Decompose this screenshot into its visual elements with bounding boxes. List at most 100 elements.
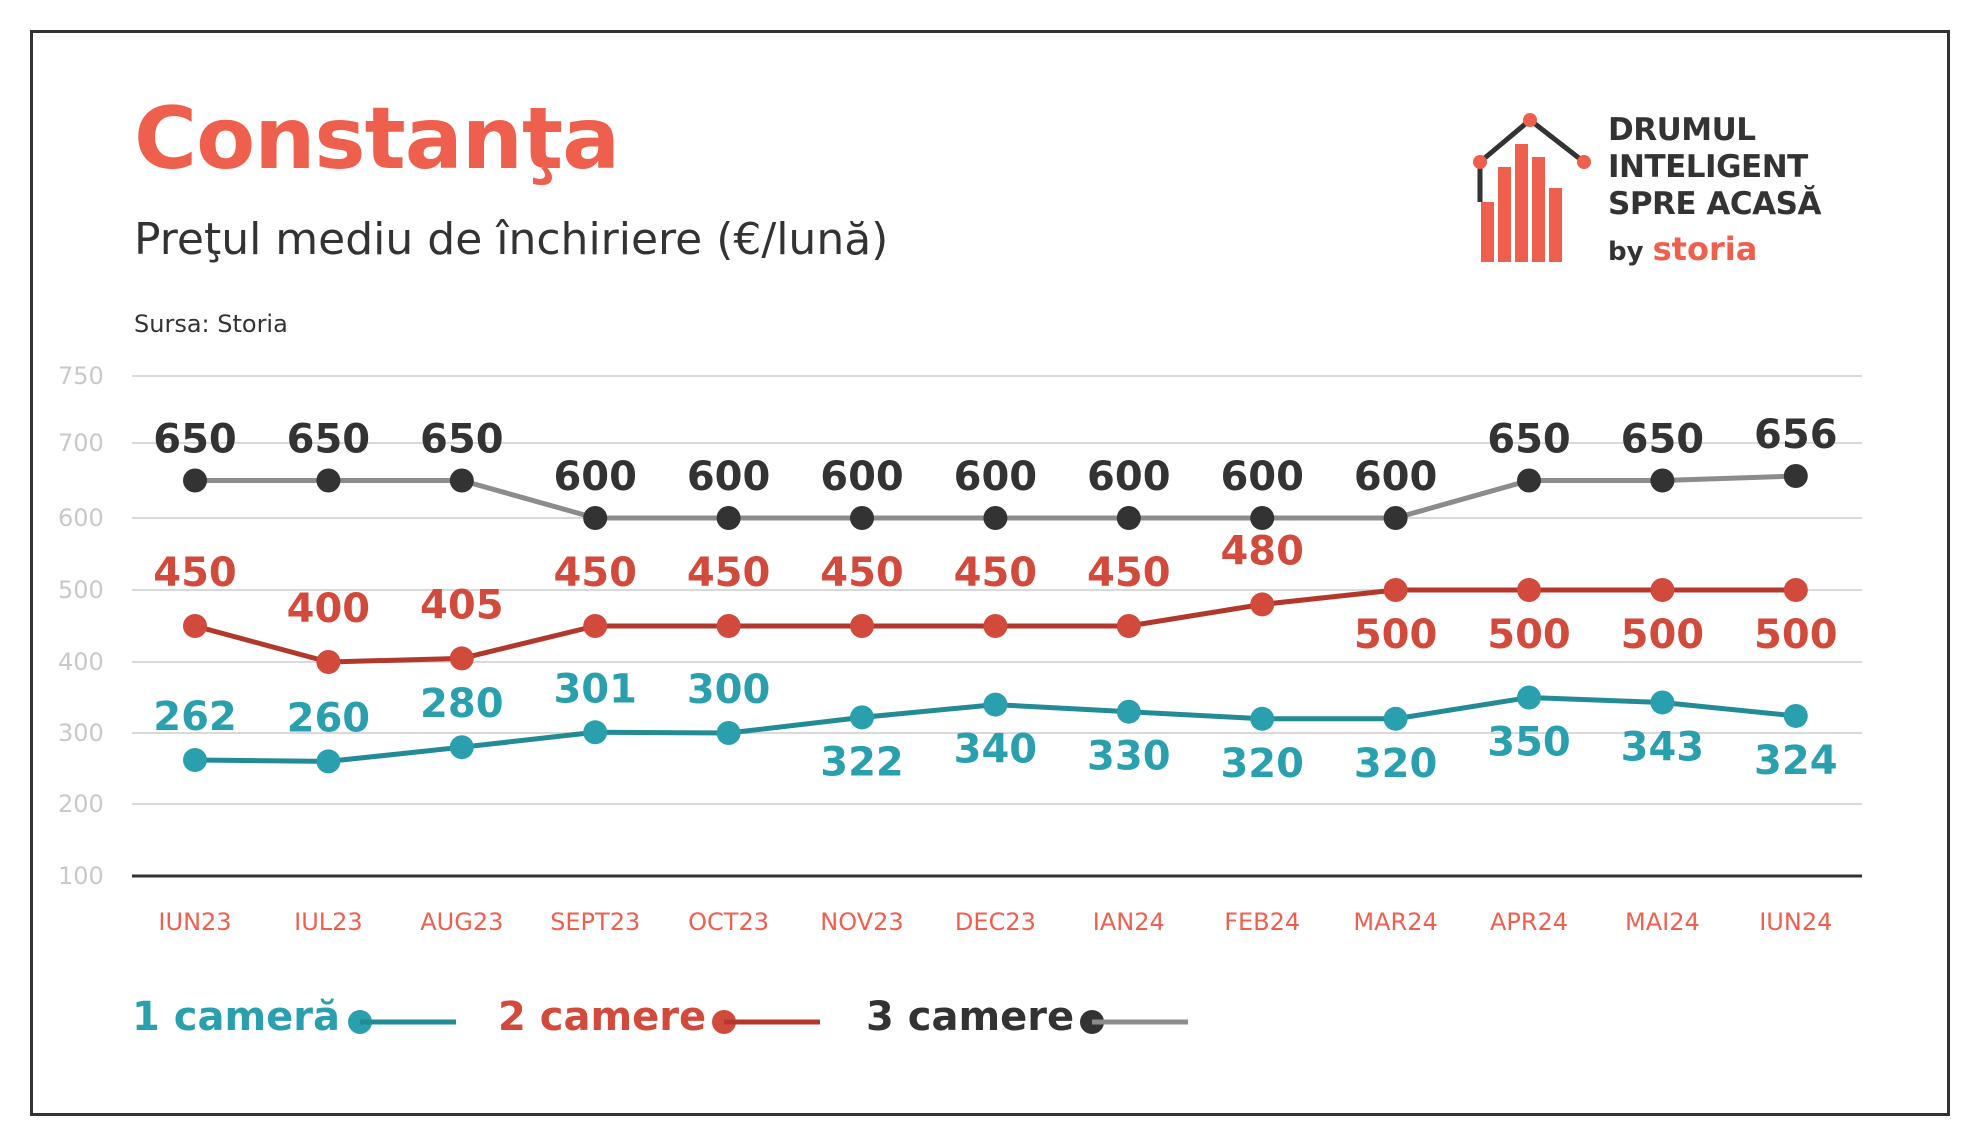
data-label: 500: [1487, 612, 1571, 658]
chart-frame: [30, 30, 1950, 1116]
y-tick-label: 750: [58, 362, 104, 390]
chart-title: Constanţa: [134, 89, 620, 189]
data-label: 324: [1754, 738, 1838, 784]
data-point: [1116, 506, 1141, 530]
y-tick-label: 400: [58, 648, 104, 676]
data-label: 600: [1087, 454, 1171, 500]
data-label: 450: [153, 550, 237, 596]
data-label: 500: [1354, 612, 1438, 658]
data-point: [716, 614, 741, 638]
data-point: [1517, 685, 1541, 710]
data-label: 322: [820, 739, 904, 785]
data-point: [983, 506, 1008, 530]
logo-line-1: DRUMUL: [1608, 112, 1756, 148]
legend-label: 3 camere: [866, 994, 1074, 1040]
logo-by-label: by: [1608, 237, 1644, 267]
x-tick-label: DEC23: [955, 908, 1036, 936]
series-3: 650 650 650 600 600 600 600 600 600 600 650 650 656: [153, 412, 1838, 530]
data-point: [1250, 706, 1275, 731]
chart-legend: 1 cameră 2 camere 3 camere: [132, 994, 1188, 1040]
y-tick-label: 200: [58, 790, 104, 818]
data-label: 450: [1087, 550, 1171, 596]
data-point: [583, 614, 608, 638]
logo-brand: storia: [1652, 230, 1758, 268]
x-tick-label: IUN24: [1759, 908, 1832, 936]
data-label: 400: [287, 586, 371, 632]
x-axis-ticks: IUN23 IUL23 AUG23 SEPT23 OCT23 NOV23 DEC23 IAN2…: [158, 908, 1832, 936]
data-label: 600: [687, 454, 771, 500]
data-label: 450: [820, 550, 904, 596]
logo-by: by storia: [1608, 230, 1757, 268]
data-label: 450: [954, 550, 1038, 596]
data-label: 500: [1754, 612, 1838, 658]
x-tick-label: OCT23: [688, 908, 769, 936]
data-label: 600: [820, 454, 904, 500]
data-label: 350: [1487, 720, 1571, 766]
data-point: [1383, 706, 1408, 731]
x-tick-label: IAN24: [1093, 908, 1165, 936]
y-axis-ticks: 750 700 600 500 400 300 200 100: [58, 362, 104, 890]
logo-icon: [1473, 113, 1591, 262]
logo-line-2: INTELIGENT: [1608, 149, 1808, 185]
x-tick-label: IUL23: [294, 908, 363, 936]
y-tick-label: 700: [58, 429, 104, 457]
data-point: [1783, 578, 1808, 602]
data-label: 262: [153, 694, 237, 740]
data-label: 500: [1621, 612, 1705, 658]
data-label: 600: [1354, 454, 1438, 500]
y-tick-label: 600: [58, 504, 104, 532]
data-label: 260: [287, 695, 371, 741]
data-label: 480: [1220, 528, 1304, 574]
x-tick-label: AUG23: [420, 908, 503, 936]
data-label: 330: [1087, 734, 1171, 780]
data-label: 320: [1220, 741, 1304, 787]
data-point: [1116, 699, 1141, 724]
legend-item-2: 2 camere: [498, 994, 820, 1040]
legend-label: 1 cameră: [132, 994, 340, 1040]
logo-text: DRUMUL INTELIGENT SPRE ACASĂ: [1608, 112, 1821, 223]
data-point: [1383, 578, 1408, 602]
y-tick-label: 500: [58, 576, 104, 604]
data-point: [316, 749, 341, 774]
data-label: 301: [553, 666, 637, 712]
data-label: 600: [954, 454, 1038, 500]
data-label: 650: [1621, 417, 1705, 463]
x-tick-label: IUN23: [158, 908, 231, 936]
data-point: [1650, 578, 1675, 602]
data-point: [983, 692, 1008, 717]
data-label: 450: [687, 550, 771, 596]
legend-item-3: 3 camere: [866, 994, 1188, 1040]
data-point: [183, 747, 207, 772]
x-tick-label: NOV23: [820, 908, 903, 936]
x-tick-label: MAR24: [1353, 908, 1437, 936]
data-point: [983, 614, 1008, 638]
data-point: [1517, 468, 1541, 493]
data-point: [1650, 468, 1675, 493]
series-2: 450 400 405 450 450 450 450 450 480 500 500 500 500: [153, 528, 1838, 674]
data-point: [449, 468, 474, 493]
chart-source: Sursa: Storia: [134, 310, 288, 338]
series-1: 262 260 280 301 300 322 340 330 320 320 350 343 324: [153, 666, 1837, 787]
x-tick-label: FEB24: [1224, 908, 1300, 936]
y-tick-label: 300: [58, 719, 104, 747]
legend-label: 2 camere: [498, 994, 706, 1040]
data-point: [1250, 592, 1275, 617]
data-point: [850, 506, 874, 530]
data-point: [183, 468, 207, 493]
legend-item-1: 1 cameră: [132, 994, 456, 1040]
data-point: [1650, 690, 1675, 715]
data-label: 600: [553, 454, 637, 500]
data-point: [583, 720, 608, 745]
data-point: [183, 614, 207, 638]
data-label: 405: [420, 582, 504, 628]
data-point: [716, 721, 741, 745]
x-tick-label: APR24: [1490, 908, 1568, 936]
data-label: 650: [420, 417, 504, 463]
data-label: 280: [420, 681, 504, 727]
logo-line-3: SPRE ACASĂ: [1608, 186, 1821, 222]
data-label: 340: [954, 727, 1038, 773]
data-point: [850, 614, 874, 638]
data-label: 320: [1354, 741, 1438, 787]
data-label: 300: [687, 667, 771, 713]
data-label: 650: [287, 417, 371, 463]
